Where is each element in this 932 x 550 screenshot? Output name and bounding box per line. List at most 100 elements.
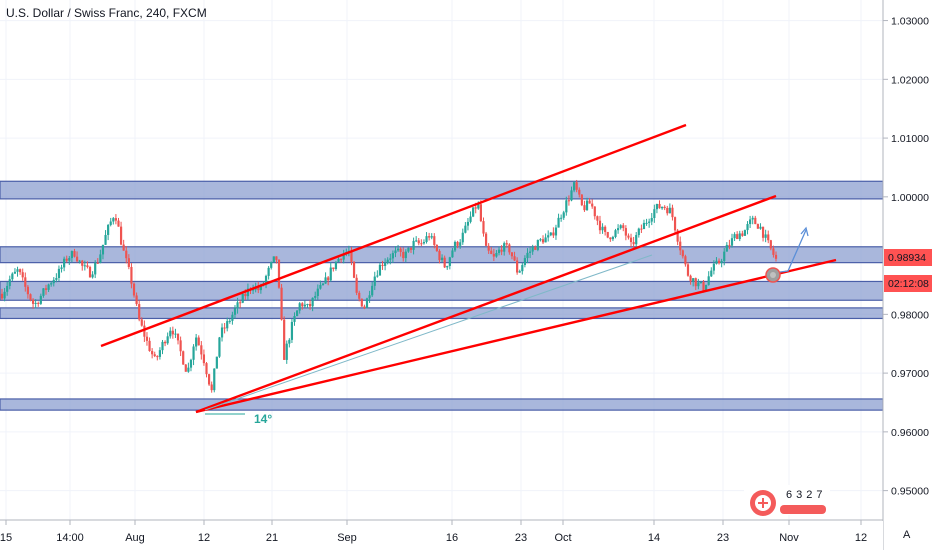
candle-body	[477, 204, 480, 209]
candle-body	[614, 230, 617, 238]
candle-body	[213, 368, 216, 391]
candle-body	[430, 236, 433, 238]
candle-body	[736, 234, 739, 240]
support-trend-line[interactable]	[195, 258, 837, 414]
candle-body	[358, 292, 361, 299]
candle-body	[135, 295, 138, 305]
candle-body	[407, 247, 410, 252]
candle-body	[575, 182, 578, 190]
candle-body	[195, 337, 198, 347]
badge[interactable]: 6327	[744, 485, 830, 516]
candle-body	[508, 244, 511, 253]
candle-body	[484, 233, 488, 246]
candle-body	[593, 206, 596, 217]
projection-arrow[interactable]	[779, 229, 807, 273]
candle-body	[438, 250, 441, 261]
candle-body	[492, 253, 495, 257]
candle-body	[606, 231, 609, 238]
candle-body	[272, 256, 275, 263]
candle-body	[715, 260, 718, 264]
time-tick-label: 15	[0, 532, 12, 544]
candle-body	[132, 283, 136, 296]
candle-body	[560, 217, 563, 219]
candle-body	[402, 251, 405, 259]
candle-body	[6, 285, 9, 292]
time-tick-label: 23	[515, 532, 527, 544]
candle-body	[112, 218, 115, 222]
candle-body	[187, 367, 190, 372]
candle-body	[386, 259, 389, 263]
time-tick-label: Oct	[554, 532, 571, 544]
channel-upper-line[interactable]	[100, 123, 687, 348]
candle-body	[738, 233, 741, 240]
candle-body	[220, 327, 224, 338]
candle-body	[285, 343, 288, 360]
price-tick-label: 1.03000	[891, 16, 929, 28]
candle-body	[311, 297, 314, 307]
candle-body	[251, 289, 255, 291]
candle-body	[21, 272, 24, 278]
candle-body	[153, 354, 156, 357]
candle-body	[16, 269, 19, 272]
candle-body	[360, 298, 363, 307]
candle-body	[495, 253, 498, 257]
candle-body	[125, 250, 128, 259]
candle-body	[391, 253, 394, 259]
channel-lower-line[interactable]	[195, 194, 777, 414]
candle-body	[26, 286, 29, 295]
candle-body	[373, 276, 376, 286]
candle-body	[329, 267, 332, 281]
candle-body	[725, 244, 728, 252]
candle-body	[47, 284, 50, 290]
candle-body	[308, 303, 312, 307]
candle-body	[171, 330, 174, 335]
candle-body	[99, 254, 102, 263]
candle-body	[169, 330, 172, 337]
candle-body	[523, 258, 527, 266]
candle-body	[578, 189, 581, 195]
trend-lines[interactable]: 14°	[100, 123, 837, 426]
candle-body	[549, 232, 552, 236]
time-axis-ticks[interactable]: 15 14:00 Aug 12 21 Sep 16 23 Oct 14 23 Nov 12	[0, 520, 867, 544]
candle-body	[422, 241, 426, 244]
candle-body	[293, 316, 296, 322]
candle-body	[275, 256, 278, 260]
candle-body	[264, 275, 268, 284]
candle-body	[122, 244, 125, 251]
candle-body	[288, 339, 291, 344]
time-axis-background	[0, 521, 883, 550]
candle-body	[259, 285, 262, 291]
candle-body	[246, 288, 250, 297]
auto-scale-button[interactable]: A	[903, 529, 911, 541]
candle-body	[459, 242, 462, 246]
angle-reference-line	[204, 254, 653, 411]
price-zone[interactable]	[0, 307, 884, 320]
candle-body	[435, 244, 438, 251]
candle-body	[759, 226, 762, 229]
candle-body	[184, 364, 187, 372]
candle-body	[151, 351, 154, 355]
price-zone[interactable]	[0, 398, 884, 411]
support-resistance-zones	[0, 180, 884, 411]
price-zone[interactable]	[0, 246, 884, 264]
candle-body	[648, 221, 651, 223]
candle-body	[228, 320, 231, 322]
price-zone[interactable]	[0, 180, 884, 200]
candle-body	[751, 217, 754, 220]
candle-body	[723, 251, 726, 261]
candle-body	[629, 237, 633, 243]
candle-body	[642, 222, 646, 230]
candle-body	[448, 257, 451, 266]
candle-body	[544, 237, 547, 243]
projection-arrowhead-icon	[800, 226, 809, 237]
price-zone[interactable]	[0, 280, 884, 301]
time-tick-label: Sep	[337, 532, 357, 544]
candle-body	[389, 258, 392, 260]
chart-title: U.S. Dollar / Swiss Franc, 240, FXCM	[6, 6, 207, 20]
candle-body	[761, 226, 765, 238]
candle-body	[692, 278, 695, 282]
candle-body	[601, 226, 604, 231]
candle-body	[267, 267, 270, 276]
price-axis-ticks[interactable]: 1.03000 1.02000 1.01000 1.00000 0.98000 0.970…	[883, 16, 929, 498]
